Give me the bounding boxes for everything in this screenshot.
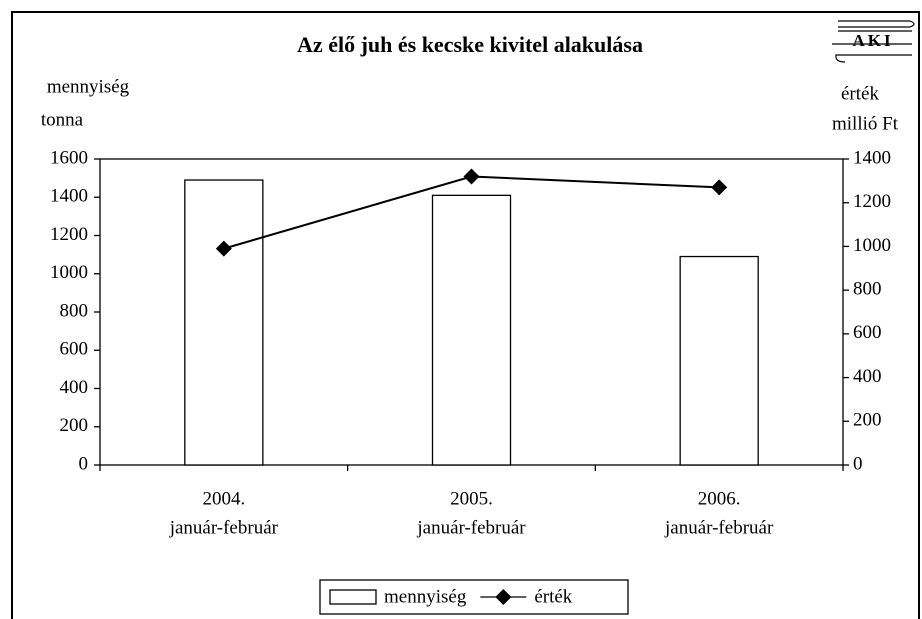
legend-label: érték bbox=[534, 586, 572, 607]
y2-tick-label: 1400 bbox=[853, 147, 891, 168]
y2-tick-label: 400 bbox=[853, 366, 882, 387]
y2-tick-label: 600 bbox=[853, 322, 882, 343]
marker bbox=[463, 168, 480, 185]
y-tick-label: 400 bbox=[60, 377, 89, 398]
y2-axis-label: millió Ft bbox=[832, 113, 899, 134]
y2-tick-label: 800 bbox=[853, 279, 882, 300]
legend-label: mennyiség bbox=[384, 586, 467, 607]
y2-axis-label: érték bbox=[841, 83, 879, 104]
chart-border bbox=[11, 11, 920, 619]
y-tick-label: 800 bbox=[60, 300, 89, 321]
y-tick-label: 600 bbox=[60, 339, 89, 360]
x-tick-label: 2004. bbox=[202, 488, 245, 509]
logo-lines bbox=[832, 20, 915, 63]
y-axis-label: tonna bbox=[41, 109, 84, 130]
bar bbox=[431, 194, 512, 466]
y-tick-label: 1000 bbox=[50, 262, 88, 283]
x-tick-label: 2005. bbox=[450, 488, 493, 509]
bar bbox=[679, 255, 759, 466]
logo: AKI bbox=[832, 20, 915, 63]
y-tick-label: 1200 bbox=[50, 224, 88, 245]
x-tick-label: január-február bbox=[664, 517, 774, 538]
legend-box bbox=[319, 579, 629, 615]
y-tick-label: 1400 bbox=[50, 186, 88, 207]
y2-tick-label: 200 bbox=[853, 410, 882, 431]
legend-marker bbox=[495, 589, 512, 605]
y-axis-label: mennyiség bbox=[47, 76, 130, 97]
y2-tick-label: 1000 bbox=[853, 235, 891, 256]
y2-tick-label: 1200 bbox=[853, 191, 891, 212]
y-tick-label: 0 bbox=[79, 453, 89, 474]
x-tick-label: január-február bbox=[169, 517, 279, 538]
bar bbox=[184, 179, 264, 466]
y-tick-label: 200 bbox=[60, 415, 89, 436]
marker bbox=[215, 240, 232, 257]
y-tick-label: 1600 bbox=[50, 147, 88, 168]
y2-tick-label: 0 bbox=[853, 453, 863, 474]
x-tick-label: 2006. bbox=[698, 488, 741, 509]
x-tick-label: január-február bbox=[416, 517, 526, 538]
chart-title: Az élő juh és kecske kivitel alakulása bbox=[297, 32, 643, 57]
logo-text: AKI bbox=[852, 31, 893, 50]
marker bbox=[711, 179, 728, 196]
legend-swatch bbox=[329, 589, 377, 605]
